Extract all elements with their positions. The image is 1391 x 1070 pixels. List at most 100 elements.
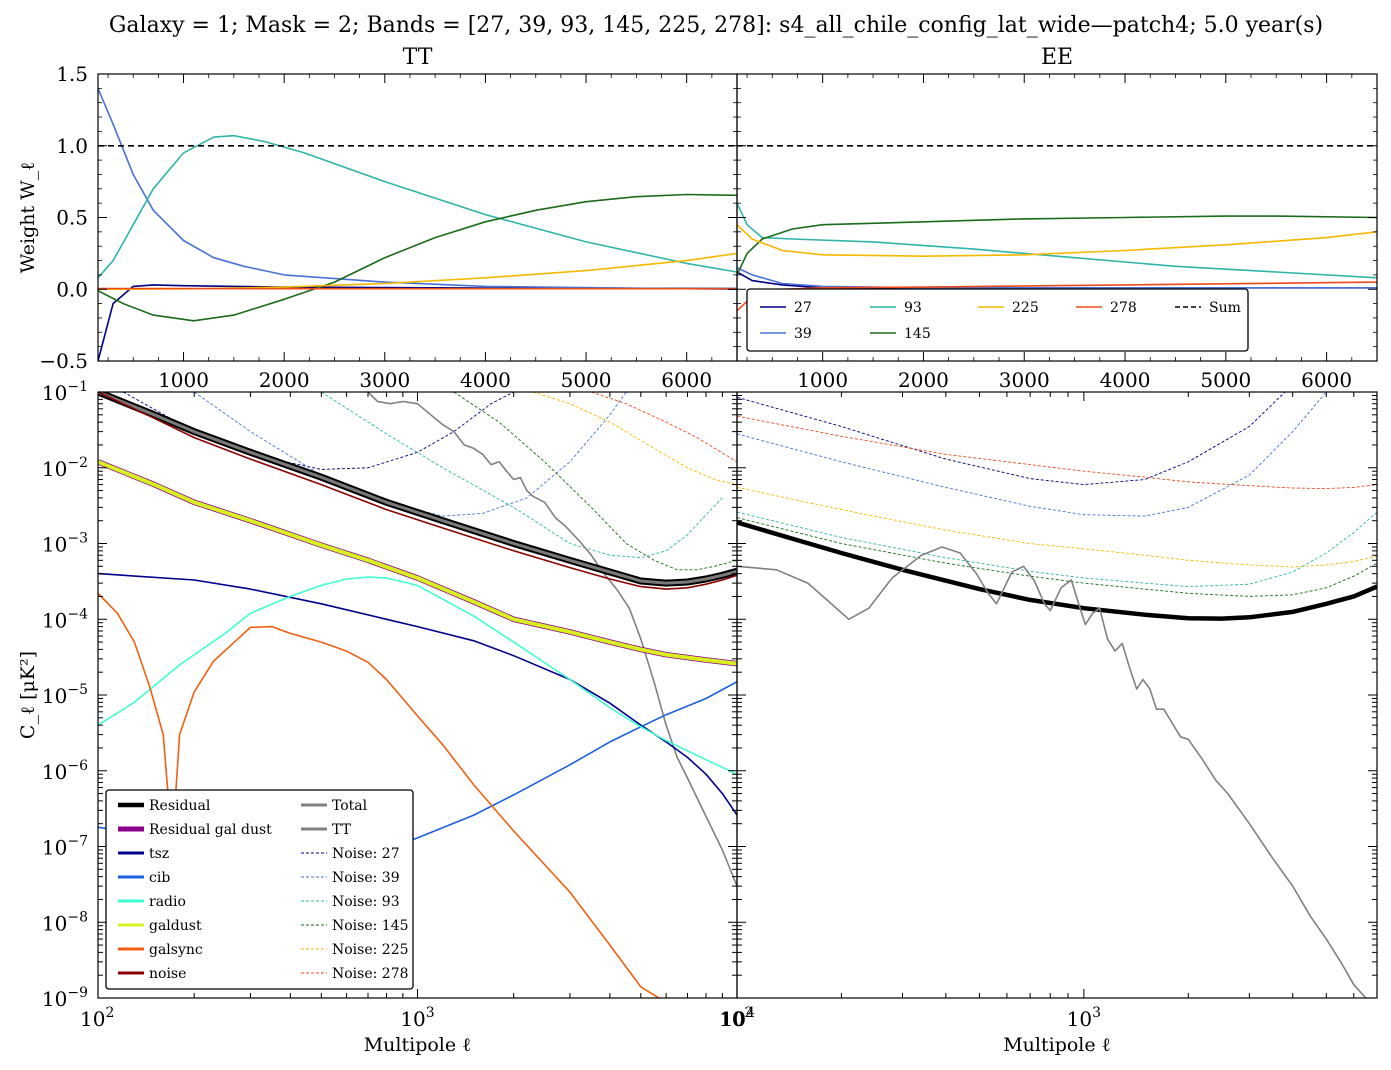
ticks: 102 103 104 10−9 10−8 10−7 10−6 10−5 10−4 10−3 10−… — [42, 379, 755, 1031]
y-tick-label: 10−8 — [42, 909, 88, 935]
axes-frame — [736, 391, 1378, 999]
x-axis-label: Multipole ℓ — [1003, 1034, 1111, 1056]
series-noise_225 — [532, 392, 737, 486]
y-axis-label: C_ℓ [μK²] — [17, 651, 39, 739]
legend-weights_ee: 27 93 225 278 Sum 39 145 — [746, 288, 1249, 352]
series-145 — [737, 215, 1377, 276]
y-tick-label: 10−6 — [42, 758, 88, 784]
legend-label-145: 145 — [904, 326, 931, 342]
x-tick-label: 2000 — [259, 368, 310, 392]
series-27 — [98, 284, 737, 361]
series-noise_93 — [321, 392, 723, 559]
series-group — [737, 392, 1377, 998]
y-axis-label: Weight W_ℓ — [17, 162, 39, 274]
axes-frame — [97, 73, 738, 362]
y-tick-label: 1.0 — [56, 134, 88, 158]
legend-box — [746, 288, 1249, 352]
x-tick-label: 4000 — [460, 368, 511, 392]
series-tt — [737, 546, 1367, 998]
panel-weights_tt: 1000 2000 3000 4000 5000 6000 −0.5 0.0 0.5 1.0 1.5… — [17, 45, 738, 392]
series-galsync — [98, 592, 660, 998]
series-residual-outline — [98, 392, 737, 587]
y-tick-label: 10−7 — [42, 834, 88, 860]
legend-label-noise: noise — [149, 966, 186, 982]
legend-label-residual_gal_dust: Residual gal dust — [149, 822, 272, 838]
series-noise_145 — [737, 517, 1377, 597]
legend-label-93: Noise: 93 — [332, 894, 400, 910]
series-225 — [737, 224, 1377, 257]
legend-label-27: Noise: 27 — [332, 846, 400, 862]
y-tick-label: 10−4 — [42, 606, 88, 632]
ticks: 1000 2000 3000 4000 5000 6000 — [737, 73, 1377, 392]
legend-label-sum: Sum — [1209, 300, 1241, 316]
legend-box — [105, 789, 414, 990]
legend-label-39: 39 — [794, 326, 812, 342]
series-39 — [98, 88, 737, 291]
series-radio — [98, 576, 737, 775]
x-tick-label: 2000 — [898, 368, 949, 392]
x-tick-label: 5000 — [1200, 368, 1251, 392]
x-tick-label: 3000 — [999, 368, 1050, 392]
series-galdust — [98, 459, 737, 666]
series-tsz — [98, 572, 737, 816]
x-tick-label: 6000 — [661, 368, 712, 392]
x-axis-label: Multipole ℓ — [364, 1034, 472, 1056]
legend-label-27: 27 — [794, 300, 812, 316]
series-noise_27 — [737, 392, 1286, 486]
legend-cl_tt: Residual Residual gal dust tsz cib radio gald… — [105, 789, 414, 990]
y-tick-label: 10−5 — [42, 682, 88, 708]
legend-label-tsz: tsz — [149, 846, 169, 862]
series-residual-gal-dust — [98, 459, 737, 667]
series-group — [98, 392, 737, 998]
panel-title: EE — [1041, 45, 1073, 70]
series-93 — [737, 202, 1377, 279]
x-tick-label: 1000 — [797, 368, 848, 392]
legend-label-93: 93 — [904, 300, 922, 316]
panel-title: TT — [403, 45, 433, 70]
series-residual — [737, 520, 1377, 621]
series-93 — [98, 134, 737, 279]
plots-area: 1000 2000 3000 4000 5000 6000 −0.5 0.0 0.5 1.0 1.5… — [17, 45, 1378, 1056]
legend-label-278: Noise: 278 — [332, 966, 409, 982]
legend-label-radio: radio — [149, 894, 186, 910]
legend-label-278: 278 — [1110, 300, 1137, 316]
series-noise_145 — [453, 392, 737, 571]
series-group — [737, 145, 1377, 312]
y-tick-label: 1.5 — [56, 62, 88, 86]
series-noise_39 — [737, 392, 1327, 517]
series-noise_27 — [123, 392, 514, 470]
x-tick-label: 103 — [1067, 1005, 1101, 1031]
legend-label-39: Noise: 39 — [332, 870, 400, 886]
x-tick-label: 102 — [719, 1005, 753, 1031]
legend-label-galdust: galdust — [149, 918, 202, 934]
legend-label-cib: cib — [149, 870, 170, 886]
panel-cl_tt: 102 103 104 10−9 10−8 10−7 10−6 10−5 10−4 10−3 10−… — [17, 379, 755, 1056]
series-noise_278 — [591, 392, 737, 463]
legend-label-galsync: galsync — [149, 942, 203, 958]
legend-label-tt: TT — [332, 822, 352, 838]
x-tick-label: 102 — [80, 1005, 114, 1031]
series-total — [367, 392, 737, 887]
series-39 — [737, 266, 1377, 289]
y-tick-label: −0.5 — [39, 349, 88, 373]
ticks: 1000 2000 3000 4000 5000 6000 −0.5 0.0 0.5 1.0 1.5 — [39, 62, 737, 392]
series-noise_93 — [737, 511, 1377, 588]
series-group — [98, 88, 737, 361]
y-tick-label: 0.5 — [56, 206, 88, 230]
panel-weights_ee: 1000 2000 3000 4000 5000 6000 EE 27 93 225 278 Sum 3… — [736, 45, 1378, 392]
y-tick-label: 10−1 — [42, 379, 88, 405]
x-tick-label: 104 — [721, 1005, 755, 1031]
legend-label-225: Noise: 225 — [332, 942, 409, 958]
y-tick-label: 10−9 — [42, 985, 88, 1011]
series-noise_278 — [737, 415, 1377, 490]
x-tick-label: 103 — [400, 1005, 434, 1031]
x-tick-label: 3000 — [359, 368, 410, 392]
panel-cl_ee: 102 103 Multipole ℓ — [719, 391, 1378, 1056]
ticks: 102 103 — [719, 391, 1378, 1031]
figure-suptitle: Galaxy = 1; Mask = 2; Bands = [27, 39, 9… — [109, 13, 1323, 38]
x-tick-label: 6000 — [1301, 368, 1352, 392]
legend-label-total: Total — [332, 798, 368, 814]
y-tick-label: 0.0 — [56, 277, 88, 301]
legend-label-225: 225 — [1012, 300, 1039, 316]
